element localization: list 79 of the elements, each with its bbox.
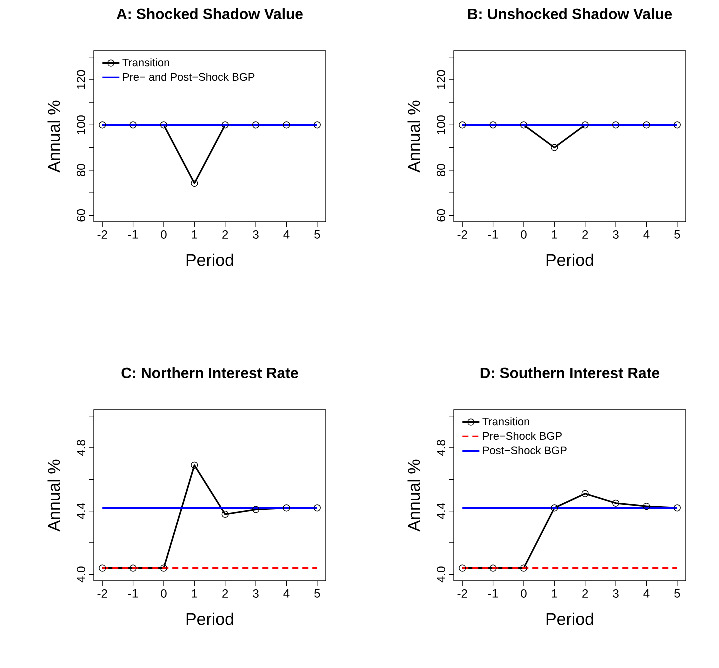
point — [252, 506, 260, 514]
y-tick-label: 80 — [77, 164, 86, 177]
x-tick-label: 3 — [613, 230, 619, 239]
x-tick-label: -2 — [98, 590, 108, 598]
point — [314, 504, 321, 512]
point — [612, 500, 620, 507]
y-tick-label: 80 — [437, 164, 446, 177]
y-tick-label: 4.8 — [437, 440, 446, 456]
legend-label: Pre−Shock BGP — [483, 432, 562, 440]
x-tick-label: 0 — [521, 590, 527, 598]
x-tick-label: -2 — [458, 590, 468, 598]
y-tick-label: 100 — [77, 116, 86, 134]
x-tick-label: 3 — [613, 590, 619, 598]
x-axis-title: Period — [186, 612, 234, 626]
point — [520, 564, 528, 572]
chart-title: C: Northern Interest Rate — [122, 368, 298, 378]
x-tick-label: 4 — [284, 230, 290, 239]
y-tick-label: 4.4 — [77, 503, 86, 520]
chart-title: B: Unshocked Shadow Value — [468, 8, 672, 20]
point — [551, 504, 558, 512]
x-tick-label: 5 — [674, 230, 680, 239]
x-tick-label: 4 — [644, 590, 650, 598]
y-tick-label: 60 — [437, 209, 446, 222]
x-tick-label: 1 — [552, 590, 558, 598]
point — [222, 510, 229, 518]
point — [283, 504, 290, 512]
legend-label: Post−Shock BGP — [483, 446, 567, 454]
chart-title: D: Southern Interest Rate — [480, 368, 660, 378]
x-tick-label: -1 — [488, 590, 498, 598]
x-tick-label: 2 — [222, 590, 228, 598]
point — [459, 564, 466, 572]
x-tick-label: 2 — [582, 590, 588, 598]
y-tick-label: 4.4 — [437, 503, 446, 520]
x-tick-label: 0 — [521, 230, 527, 239]
point — [99, 564, 106, 572]
x-tick-label: 2 — [222, 230, 228, 239]
point — [643, 503, 650, 510]
y-tick-label: 4.0 — [77, 566, 86, 583]
x-tick-label: 4 — [284, 590, 290, 598]
point — [191, 462, 198, 469]
y-axis-title: Annual % — [408, 100, 420, 173]
x-tick-label: -1 — [488, 230, 498, 239]
y-tick-label: 60 — [77, 209, 86, 222]
x-tick-label: 2 — [582, 230, 588, 239]
chart-title: A: Shocked Shadow Value — [116, 8, 303, 20]
x-tick-label: -1 — [128, 590, 138, 598]
x-tick-label: 0 — [161, 230, 167, 239]
legend-label: Transition — [122, 58, 170, 67]
point — [130, 564, 137, 572]
x-tick-label: 4 — [644, 230, 650, 239]
x-tick-label: -2 — [458, 230, 468, 239]
x-tick-label: 5 — [314, 590, 320, 598]
x-axis-title: Period — [186, 254, 234, 266]
x-tick-label: 3 — [253, 590, 259, 598]
y-tick-label: 120 — [77, 70, 86, 90]
x-tick-label: 1 — [552, 230, 558, 239]
x-tick-label: 5 — [314, 230, 320, 239]
x-tick-label: 3 — [253, 230, 259, 239]
x-tick-label: -1 — [128, 230, 138, 239]
point — [160, 564, 168, 572]
legend-label: Pre− and Post−Shock BGP — [123, 73, 255, 82]
y-tick-label: 4.0 — [437, 566, 446, 583]
x-tick-label: 1 — [192, 590, 198, 598]
x-axis-title: Period — [546, 612, 594, 626]
x-tick-label: 1 — [192, 230, 198, 239]
point — [582, 490, 589, 498]
x-tick-label: -2 — [98, 230, 108, 239]
x-tick-label: 5 — [674, 590, 680, 598]
y-tick-label: 120 — [437, 70, 446, 90]
x-tick-label: 0 — [161, 590, 167, 598]
legend-label: Transition — [482, 418, 530, 426]
y-axis-title: Annual % — [408, 460, 420, 532]
y-axis-title: Annual % — [48, 100, 60, 173]
point — [674, 504, 681, 512]
point — [490, 564, 497, 572]
x-axis-title: Period — [546, 254, 594, 266]
y-tick-label: 4.8 — [77, 440, 86, 456]
y-tick-label: 100 — [437, 116, 446, 134]
y-axis-title: Annual % — [48, 460, 60, 532]
